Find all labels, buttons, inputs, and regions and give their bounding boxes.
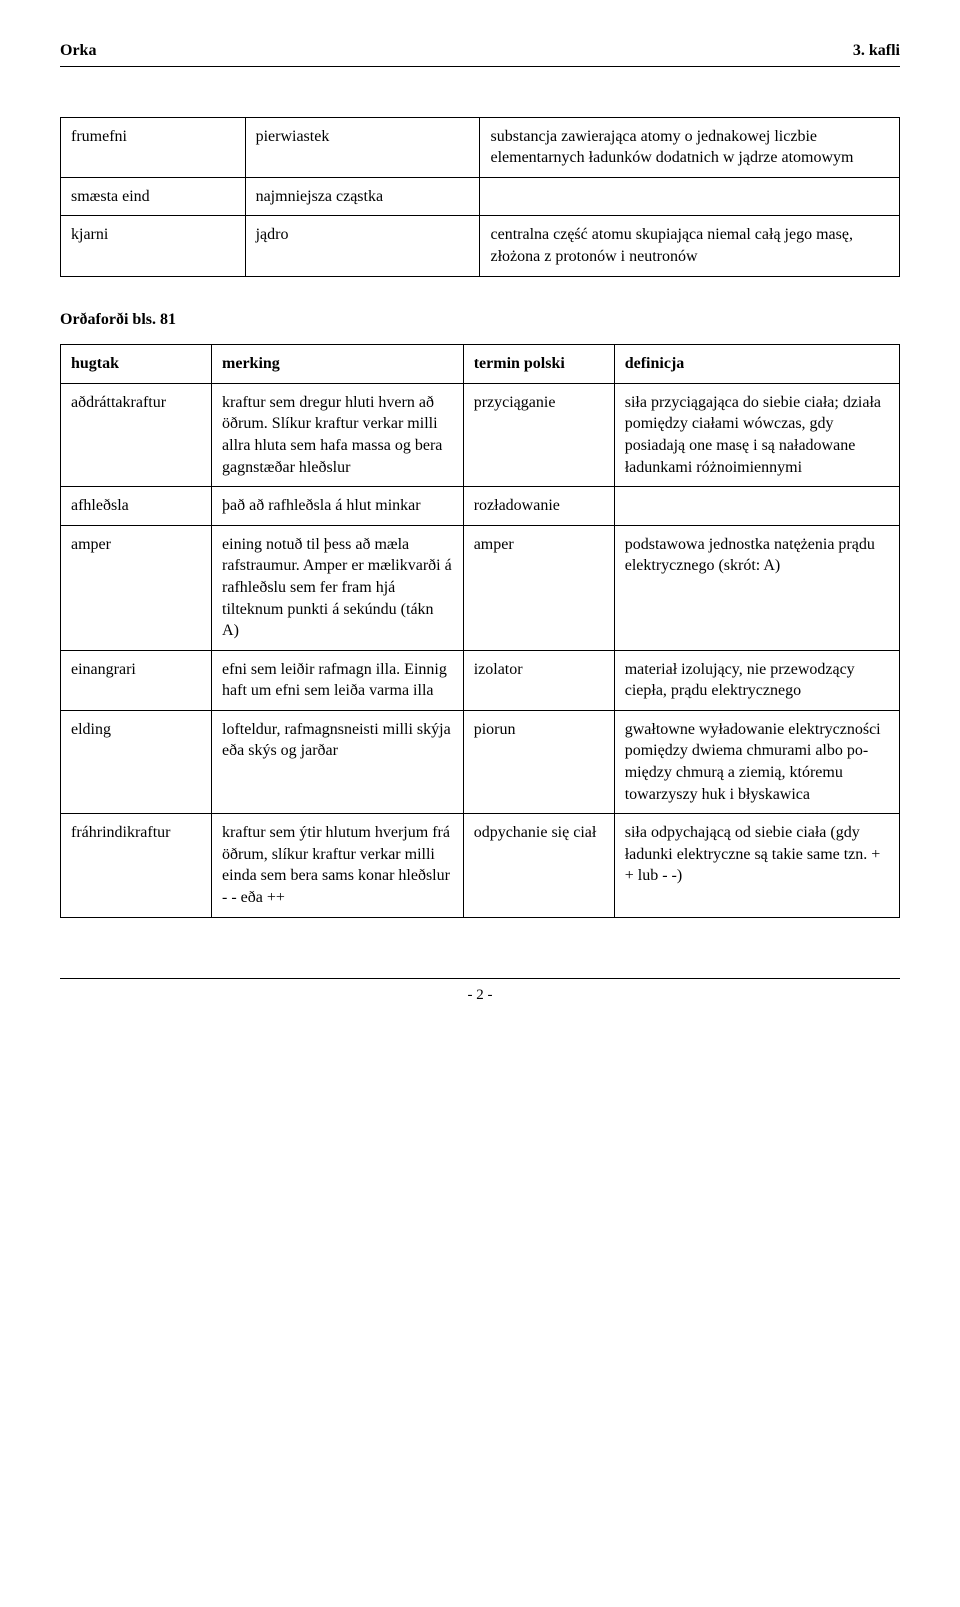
table-row: elding lofteldur, rafmagnsneisti milli s… [61, 710, 900, 813]
table-cell: substancja zawierająca atomy o jednakowe… [480, 117, 900, 177]
vocab-table-1: frumefni pierwiastek substancja zawieraj… [60, 117, 900, 277]
header-right: 3. kafli [853, 40, 900, 62]
table-row: amper eining notuð til þess að mæla rafs… [61, 525, 900, 650]
table-row: smæsta eind najmniejsza cząstka [61, 177, 900, 216]
table-cell: siła odpychającą od siebie ciała (gdy ła… [614, 814, 899, 917]
table-header-cell: definicja [614, 345, 899, 384]
table-cell: pierwiastek [245, 117, 480, 177]
table-cell: aðdráttakraftur [61, 383, 212, 486]
table-cell: lofteldur, rafmagnsneisti milli skýja eð… [212, 710, 464, 813]
table-header-cell: merking [212, 345, 464, 384]
table-cell: centralna część atomu skupiająca niemal … [480, 216, 900, 276]
table-cell: izolator [463, 650, 614, 710]
page-number: - 2 - [468, 987, 493, 1003]
table-header-cell: hugtak [61, 345, 212, 384]
table-row: fráhrindikraftur kraftur sem ýtir hlutum… [61, 814, 900, 917]
table-cell: materiał izolujący, nie przewodzący ciep… [614, 650, 899, 710]
page-footer: - 2 - [60, 978, 900, 1005]
table-cell: efni sem leiðir rafmagn illa. Einnig haf… [212, 650, 464, 710]
table-cell: najmniejsza cząstka [245, 177, 480, 216]
table-cell: kraftur sem ýtir hlutum hverjum frá öðru… [212, 814, 464, 917]
table-cell: podstawowa jednostka natężenia prądu ele… [614, 525, 899, 650]
table-row: kjarni jądro centralna część atomu skupi… [61, 216, 900, 276]
table-cell: rozładowanie [463, 487, 614, 526]
table-cell: przyciąganie [463, 383, 614, 486]
table-row: einangrari efni sem leiðir rafmagn illa.… [61, 650, 900, 710]
table-row: frumefni pierwiastek substancja zawieraj… [61, 117, 900, 177]
table-cell: elding [61, 710, 212, 813]
table-cell: odpychanie się ciał [463, 814, 614, 917]
table-cell: kjarni [61, 216, 246, 276]
table-cell: piorun [463, 710, 614, 813]
table-cell: amper [61, 525, 212, 650]
table-cell: siła przyciągająca do siebie ciała; dzia… [614, 383, 899, 486]
table-cell [614, 487, 899, 526]
table-header-cell: termin polski [463, 345, 614, 384]
table-cell: amper [463, 525, 614, 650]
section-heading: Orðaforði bls. 81 [60, 309, 900, 331]
table-cell: gwałtowne wyładowanie elektryczności pom… [614, 710, 899, 813]
table-cell: kraftur sem dregur hluti hvern að öðrum.… [212, 383, 464, 486]
table-cell: jądro [245, 216, 480, 276]
page-header: Orka 3. kafli [60, 40, 900, 67]
table-row: aðdráttakraftur kraftur sem dregur hluti… [61, 383, 900, 486]
table-cell [480, 177, 900, 216]
table-cell: fráhrindikraftur [61, 814, 212, 917]
table-row: afhleðsla það að rafhleðsla á hlut minka… [61, 487, 900, 526]
table-cell: smæsta eind [61, 177, 246, 216]
vocab-table-2: hugtak merking termin polski definicja a… [60, 344, 900, 917]
table-cell: afhleðsla [61, 487, 212, 526]
header-left: Orka [60, 40, 96, 62]
table-cell: það að rafhleðsla á hlut minkar [212, 487, 464, 526]
table-cell: frumefni [61, 117, 246, 177]
table-cell: eining notuð til þess að mæla rafstraumu… [212, 525, 464, 650]
table-cell: einangrari [61, 650, 212, 710]
table-header-row: hugtak merking termin polski definicja [61, 345, 900, 384]
